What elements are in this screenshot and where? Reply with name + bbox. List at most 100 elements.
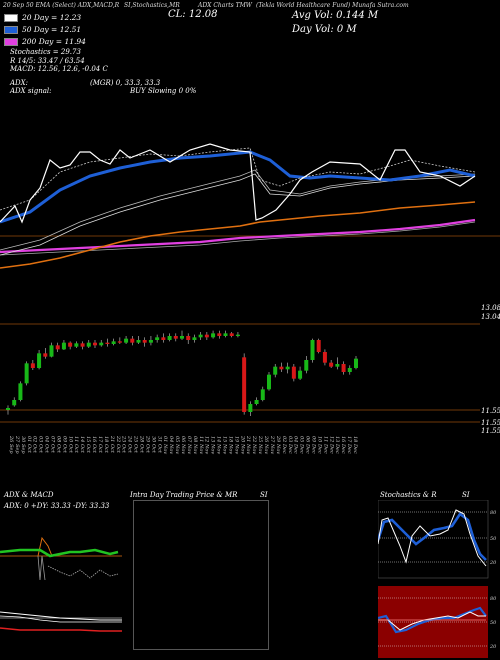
- date-label: 23 Oct: [121, 435, 127, 454]
- r-tick-20: 20: [489, 644, 497, 650]
- candle-up: [136, 340, 141, 343]
- ema200-line: [0, 218, 476, 254]
- adx-panel-values: ADX: 0 +DY: 33.33 -DY: 33.33: [4, 502, 110, 510]
- date-label: 09 Oct: [61, 436, 67, 454]
- candle-down: [55, 345, 60, 350]
- price-label-low3: 11.55: [481, 427, 500, 435]
- adx-signal-label: ADX signal:: [10, 87, 52, 95]
- date-label: 14 Oct: [79, 436, 85, 454]
- candle-up: [310, 340, 315, 360]
- candle-down: [30, 363, 35, 368]
- r-text: R 14/5: 33.47 / 63.54: [10, 57, 85, 65]
- date-label: 22 Nov: [251, 435, 257, 454]
- date-label: 03 Dec: [287, 436, 293, 454]
- candlestick-chart: [0, 323, 480, 423]
- header-mid: SI,Stochastics,MR: [124, 2, 180, 9]
- dotted-line: [0, 147, 476, 211]
- price-label-low2: 11.55: [481, 419, 500, 427]
- date-label: 18 Oct: [103, 436, 109, 454]
- price-label-top1: 13.08: [481, 304, 500, 312]
- candle-down: [142, 340, 147, 343]
- date-label: 03 Oct: [38, 436, 44, 454]
- header-right: ADX Charts TMW: [198, 2, 252, 9]
- r-blue-line: [378, 606, 487, 634]
- candle-up: [49, 345, 54, 357]
- avg-volume: Avg Vol: 0.144 M: [292, 10, 379, 21]
- date-label: 16 Oct: [91, 436, 97, 454]
- date-label: 08 Oct: [55, 436, 61, 454]
- date-label: 18 Nov: [227, 436, 233, 454]
- ema50-line: [0, 150, 476, 224]
- adx-green-line: [0, 548, 119, 558]
- candle-up: [18, 383, 23, 400]
- candle-down: [279, 366, 284, 370]
- legend-ema20: 20 Day = 12.23: [4, 13, 81, 22]
- adx-values: (MGR) 0, 33.3, 33.3: [90, 79, 161, 87]
- date-label: 13 Dec: [334, 436, 340, 454]
- candle-up: [211, 333, 216, 338]
- candle-up: [260, 389, 265, 400]
- ema-chart: [0, 143, 500, 269]
- candle-down: [186, 336, 191, 340]
- date-label: 30 Sep: [20, 436, 26, 454]
- date-label: 22 Oct: [115, 435, 121, 454]
- stochastics-si: SI: [462, 491, 470, 499]
- macd-red-line: [0, 627, 122, 632]
- date-label: 21 Oct: [109, 435, 115, 454]
- date-label: 08 Nov: [192, 436, 198, 454]
- candle-down: [117, 341, 122, 343]
- date-label: 06 Nov: [180, 436, 186, 454]
- date-label: 15 Nov: [222, 436, 228, 454]
- candle-down: [130, 338, 135, 343]
- ema50-label: 50 Day = 12.51: [22, 25, 82, 34]
- orange-line: [0, 201, 476, 269]
- buy-selling-text: BUY Slowing 0 0%: [130, 87, 197, 95]
- candle-up: [273, 366, 278, 375]
- date-label: 19 Nov: [233, 436, 239, 454]
- header-company: (Tekla World Healthcare Fund) Munafa Sut…: [256, 2, 409, 9]
- candle-down: [161, 337, 166, 340]
- intraday-title: Intra Day Trading Price & MR: [130, 491, 238, 499]
- date-label: 27 Sep: [14, 435, 20, 454]
- adx-grey-lines: [37, 555, 46, 581]
- date-label: 02 Dec: [281, 436, 287, 454]
- candle-up: [37, 353, 42, 368]
- date-label: 26 Nov: [263, 435, 269, 454]
- candle-up: [298, 370, 303, 379]
- candle-down: [105, 342, 110, 344]
- date-label: 01 Oct: [26, 436, 32, 454]
- adx-label: ADX:: [10, 79, 29, 87]
- candle-up: [148, 340, 153, 343]
- candle-up: [167, 336, 172, 340]
- date-label: 29 Oct: [144, 435, 150, 454]
- date-label: 10 Oct: [67, 436, 73, 454]
- r-tick-50: 50: [490, 620, 497, 626]
- grey-line-2: [0, 173, 476, 256]
- candles-group: [6, 330, 358, 416]
- macd-line: [0, 611, 122, 621]
- date-label: 07 Nov: [186, 436, 192, 454]
- intraday-panel: [133, 500, 269, 650]
- candle-up: [12, 400, 17, 406]
- candle-down: [229, 333, 234, 336]
- candle-down: [93, 342, 97, 346]
- stoch-tick-50: 50: [490, 536, 497, 542]
- candle-down: [204, 334, 209, 338]
- date-label: 09 Dec: [310, 436, 316, 454]
- date-label: 10 Dec: [316, 436, 322, 454]
- date-label: 30 Oct: [150, 436, 156, 454]
- legend-ema50: 50 Day = 12.51: [4, 25, 81, 34]
- candle-up: [86, 342, 91, 347]
- candle-down: [80, 343, 85, 347]
- legend-ema200: 200 Day = 11.94: [4, 37, 86, 46]
- adx-orange-spike: [37, 536, 53, 557]
- date-label: 18 Dec: [352, 436, 358, 454]
- candle-down: [43, 353, 48, 357]
- price-label-top2: 13.04: [481, 313, 500, 321]
- ema50-swatch: [4, 26, 18, 34]
- date-label: 11 Dec: [322, 436, 328, 454]
- candle-up: [254, 400, 259, 404]
- date-label: 21 Nov: [245, 435, 251, 454]
- candle-down: [322, 352, 327, 363]
- candle-up: [61, 342, 66, 350]
